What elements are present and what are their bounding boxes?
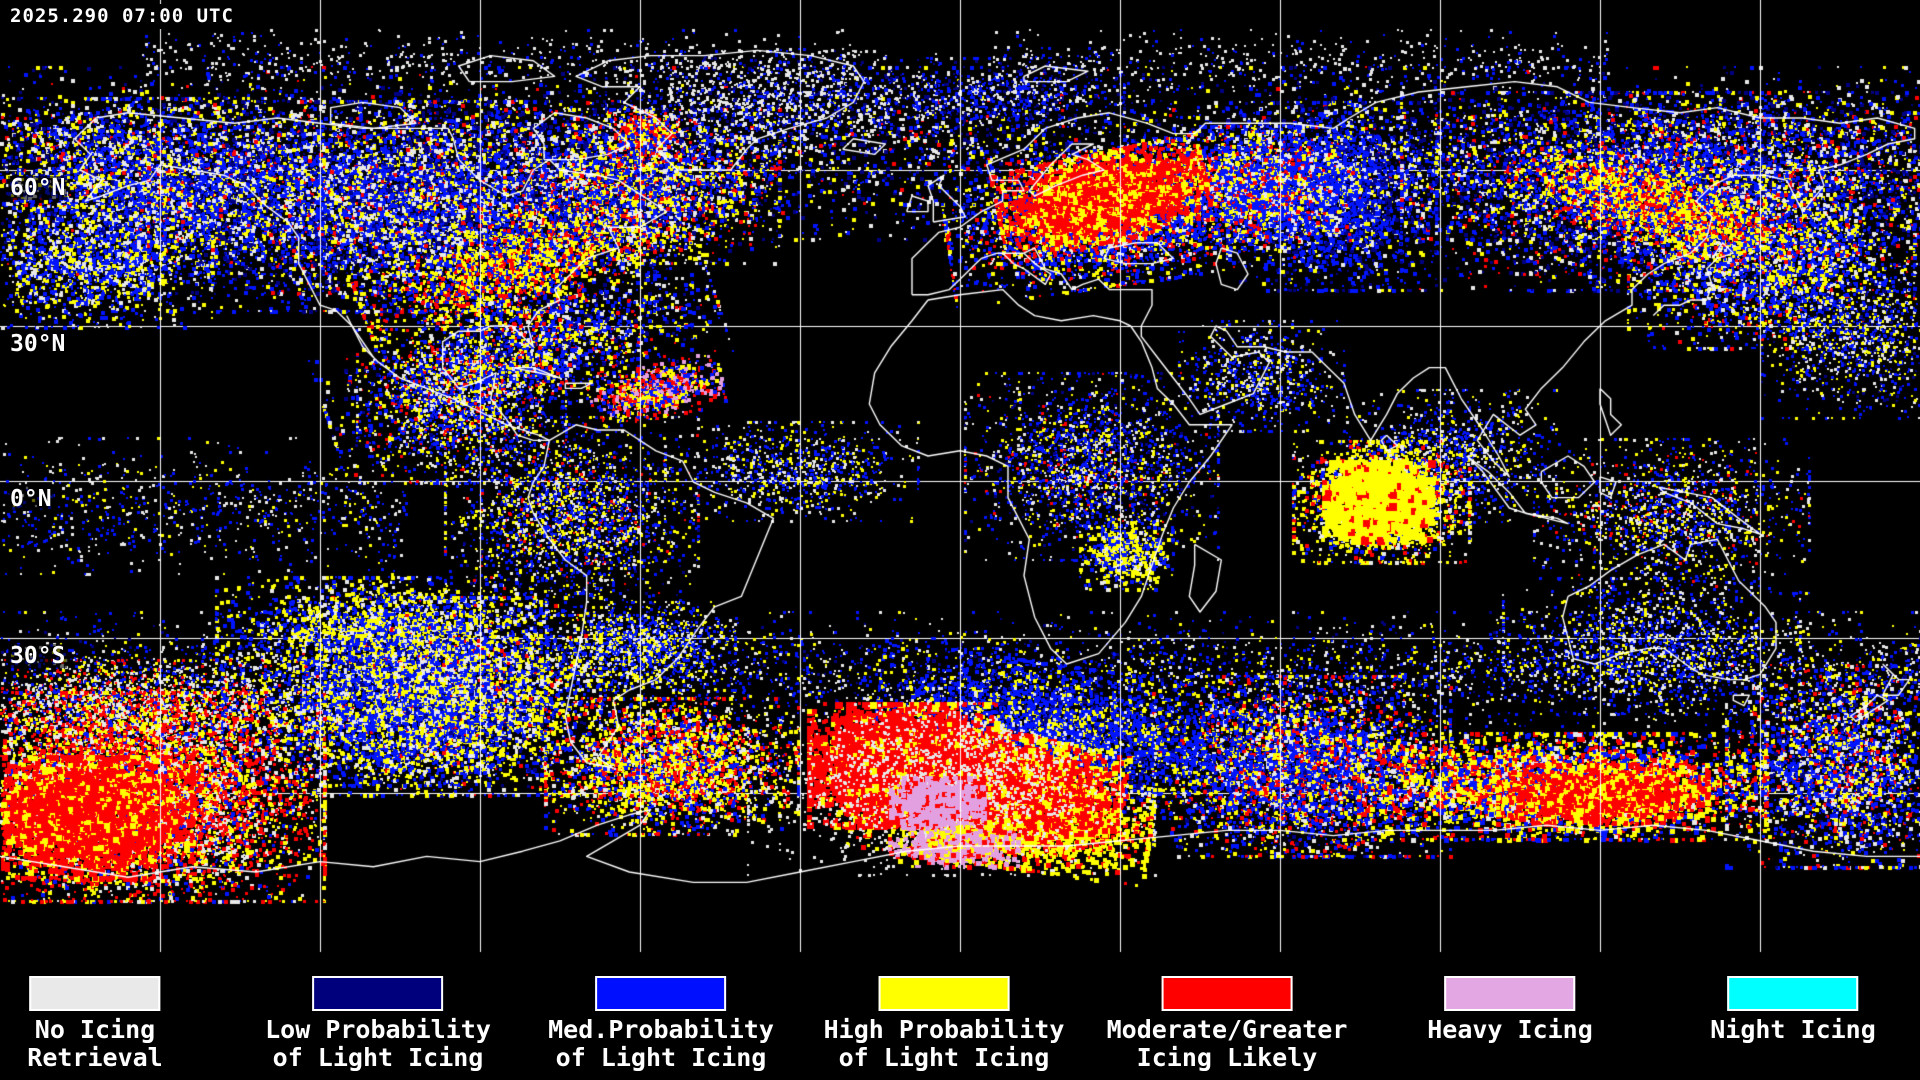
legend-swatch (1727, 976, 1859, 1011)
legend-label: Night Icing (1710, 1015, 1876, 1044)
legend-bar: No Icing Retrieval Low Probability of Light… (0, 966, 1920, 1080)
legend-label: of Light Icing (838, 1043, 1050, 1072)
legend-swatch (29, 976, 161, 1011)
legend-item: Med.Probability of Light Icing (548, 966, 774, 1072)
latitude-label: 30°N (8, 331, 68, 357)
legend-item: Moderate/Greater Icing Likely (1106, 966, 1348, 1072)
legend-label: No Icing (34, 1015, 156, 1044)
legend-label: Low Probability (265, 1015, 491, 1044)
legend-label: Icing Likely (1136, 1043, 1318, 1072)
legend-swatch (312, 976, 444, 1011)
latitude-label: 60°N (8, 175, 68, 201)
legend-swatch (1444, 976, 1576, 1011)
legend-item: No Icing Retrieval (27, 966, 163, 1072)
legend-label: High Probability (823, 1015, 1065, 1044)
legend-item: Low Probability of Light Icing (265, 966, 491, 1072)
timestamp-label: 2025.290 07:00 UTC (10, 4, 238, 29)
legend-swatch (878, 976, 1010, 1011)
legend-swatch (1161, 976, 1293, 1011)
legend-label: of Light Icing (555, 1043, 767, 1072)
legend-label: Moderate/Greater (1106, 1015, 1348, 1044)
latitude-label: 30°S (8, 643, 68, 669)
legend-label: Heavy Icing (1427, 1015, 1593, 1044)
legend-item: High Probability of Light Icing (823, 966, 1065, 1072)
legend-label: Med.Probability (548, 1015, 774, 1044)
legend-item: Night Icing (1710, 966, 1876, 1044)
legend-swatch (595, 976, 727, 1011)
legend-label: of Light Icing (272, 1043, 484, 1072)
legend-item: Heavy Icing (1427, 966, 1593, 1044)
latitude-label: 0°N (8, 486, 54, 512)
legend-label: Retrieval (27, 1043, 163, 1072)
